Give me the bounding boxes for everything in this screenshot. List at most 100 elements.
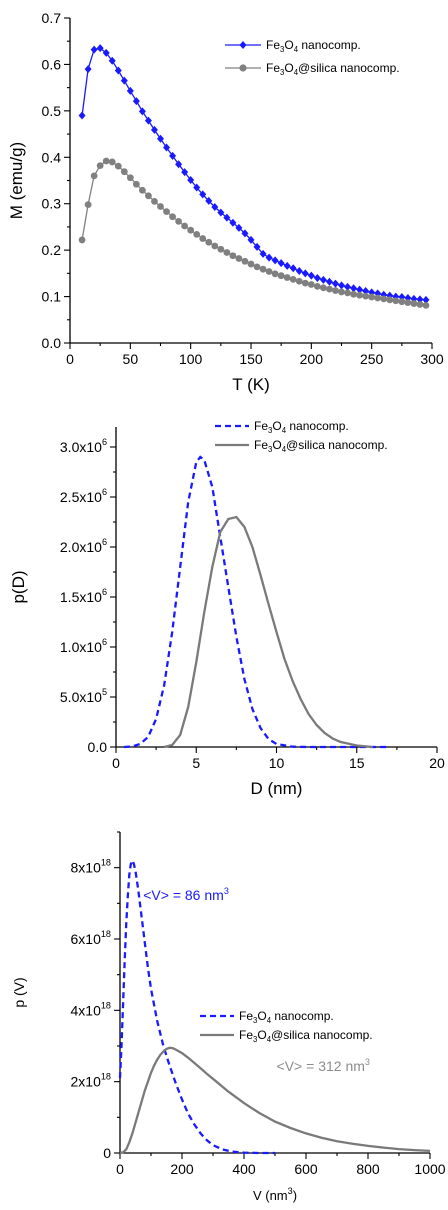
data-point-circle bbox=[169, 213, 176, 221]
data-point-diamond bbox=[271, 256, 279, 265]
data-point-circle bbox=[356, 291, 363, 299]
data-point-diamond bbox=[265, 253, 273, 262]
data-point-diamond bbox=[78, 111, 86, 120]
data-point-diamond bbox=[187, 176, 195, 185]
data-point-circle bbox=[398, 298, 406, 306]
x-tick-label: 0 bbox=[66, 351, 74, 367]
mean-volume-annotation-0: <V> = 86 nm3 bbox=[143, 886, 229, 903]
y-tick-label: 2.5x106 bbox=[60, 487, 107, 505]
x-axis-title: D (nm) bbox=[251, 779, 303, 798]
data-point-circle bbox=[193, 230, 201, 238]
data-point-diamond bbox=[356, 285, 364, 294]
data-point-diamond bbox=[205, 196, 213, 205]
x-tick-label: 100 bbox=[179, 351, 203, 367]
data-point-diamond bbox=[307, 271, 315, 280]
data-point-diamond bbox=[84, 65, 92, 74]
x-tick-label: 10 bbox=[269, 755, 285, 771]
x-tick-label: 50 bbox=[123, 351, 139, 367]
data-point-circle bbox=[145, 192, 152, 200]
data-point-diamond bbox=[175, 160, 183, 169]
data-point-diamond bbox=[259, 249, 267, 258]
y-tick-label: 1.5x106 bbox=[60, 587, 107, 605]
data-point-diamond bbox=[289, 264, 297, 273]
x-tick-label: 200 bbox=[170, 1161, 194, 1177]
y-axis-title: p(D) bbox=[9, 570, 28, 603]
data-point-diamond bbox=[126, 86, 134, 95]
data-point-circle bbox=[211, 242, 219, 250]
x-tick-label: 200 bbox=[300, 351, 324, 367]
data-point-diamond bbox=[157, 134, 164, 143]
data-point-circle bbox=[344, 289, 351, 297]
data-point-diamond bbox=[331, 279, 339, 288]
y-tick-label: 0.0 bbox=[88, 739, 108, 755]
data-point-circle bbox=[96, 162, 104, 170]
data-point-diamond bbox=[199, 190, 207, 199]
data-point-circle bbox=[217, 245, 225, 253]
legend-marker-diamond bbox=[239, 41, 247, 49]
data-point-circle bbox=[295, 277, 303, 285]
data-point-circle bbox=[114, 162, 122, 170]
data-point-circle bbox=[313, 282, 321, 290]
data-point-circle bbox=[175, 217, 183, 225]
data-point-diamond bbox=[253, 242, 261, 251]
data-point-diamond bbox=[96, 44, 104, 53]
data-point-diamond bbox=[362, 287, 370, 295]
data-point-diamond bbox=[313, 274, 321, 282]
data-point-circle bbox=[283, 274, 291, 281]
x-tick-label: 0 bbox=[116, 1161, 124, 1177]
data-point-circle bbox=[90, 172, 98, 180]
data-point-diamond bbox=[132, 97, 140, 106]
data-point-diamond bbox=[350, 284, 358, 293]
data-point-circle bbox=[307, 281, 315, 288]
y-axis-title: M (emu/g) bbox=[7, 142, 26, 219]
data-point-circle bbox=[241, 257, 249, 265]
data-point-diamond bbox=[120, 76, 128, 85]
data-point-diamond bbox=[229, 218, 237, 227]
legend-label-1: Fe3O4@silica nanocomp. bbox=[239, 1028, 373, 1044]
data-point-circle bbox=[139, 186, 146, 194]
data-point-circle bbox=[289, 275, 297, 283]
data-point-circle bbox=[84, 201, 92, 209]
data-point-circle bbox=[410, 300, 418, 307]
y-tick-label: 0.6 bbox=[42, 56, 62, 72]
data-point-diamond bbox=[325, 277, 333, 286]
y-tick-label: 4x1018 bbox=[71, 1000, 111, 1018]
data-point-diamond bbox=[338, 281, 345, 290]
data-point-diamond bbox=[138, 107, 146, 116]
data-point-diamond bbox=[277, 259, 285, 268]
data-point-circle bbox=[392, 297, 400, 305]
data-point-circle bbox=[199, 235, 207, 242]
data-point-circle bbox=[187, 226, 195, 234]
data-point-diamond bbox=[102, 48, 110, 57]
data-point-circle bbox=[253, 263, 261, 271]
size-distribution-chart: 0 5 10 15 20 0.0 5.0x105 1.0x106 1.5x106 2.0x106 2… bbox=[9, 419, 445, 798]
data-point-diamond bbox=[211, 202, 219, 211]
x-tick-label: 15 bbox=[349, 755, 365, 771]
series-line-0 bbox=[123, 455, 389, 749]
data-point-circle bbox=[151, 197, 158, 205]
data-point-circle bbox=[386, 296, 394, 304]
data-point-circle bbox=[78, 236, 86, 244]
y-tick-label: 0.7 bbox=[42, 10, 62, 26]
data-point-circle bbox=[350, 290, 357, 298]
x-tick-label: 20 bbox=[429, 755, 445, 771]
data-point-circle bbox=[132, 180, 140, 188]
x-tick-label: 800 bbox=[356, 1161, 380, 1177]
data-point-circle bbox=[120, 168, 128, 176]
data-point-diamond bbox=[319, 275, 327, 284]
y-tick-label: 0.1 bbox=[42, 289, 62, 305]
x-tick-label: 150 bbox=[239, 351, 263, 367]
data-point-circle bbox=[102, 157, 110, 165]
y-tick-label: 6x1018 bbox=[71, 929, 111, 947]
x-tick-label: 250 bbox=[360, 351, 384, 367]
magnetization-vs-temperature-chart: 0 50 100 150 200 250 300 0.0 0.1 0.2 0.3 0.4 0.5 0.6 0… bbox=[7, 10, 444, 394]
data-point-diamond bbox=[247, 235, 255, 244]
data-point-circle bbox=[422, 301, 430, 309]
x-tick-label: 600 bbox=[294, 1161, 318, 1177]
volume-distribution-chart: 0 200 400 600 800 1000 0 2x1018 4x1018 6x1018 8x10… bbox=[11, 831, 446, 1203]
series-line-0 bbox=[118, 857, 275, 1155]
legend-label-0: Fe3O4 nanocomp. bbox=[266, 38, 361, 54]
data-point-circle bbox=[404, 299, 412, 307]
y-tick-label: 8x1018 bbox=[71, 858, 111, 876]
y-tick-label: 0.2 bbox=[42, 242, 62, 258]
